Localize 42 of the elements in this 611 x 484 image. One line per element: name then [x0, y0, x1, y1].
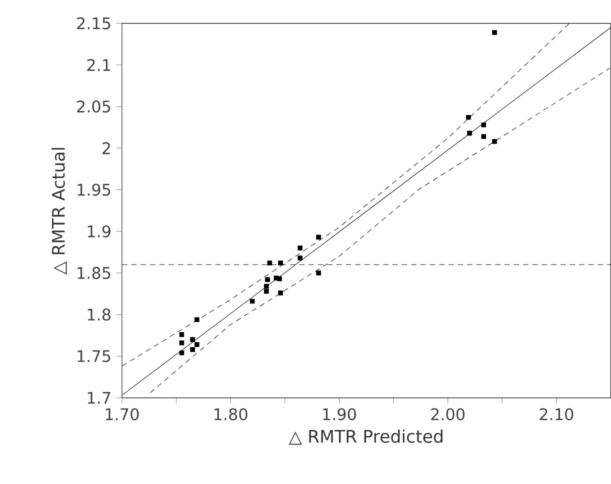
- point: [466, 115, 471, 120]
- x-axis-title: △ RMTR Predicted: [288, 430, 442, 445]
- y-tick-label: 1.7: [88, 392, 110, 404]
- point: [194, 342, 200, 348]
- y-tick-label: 2: [102, 142, 110, 154]
- point: [298, 256, 302, 261]
- point: [278, 290, 283, 296]
- point: [265, 277, 270, 282]
- point: [467, 130, 472, 136]
- point: [267, 260, 272, 266]
- point: [190, 347, 195, 352]
- point: [316, 270, 321, 276]
- point: [492, 30, 497, 35]
- point: [179, 340, 184, 346]
- point: [481, 134, 486, 140]
- x-tick-label: 2.00: [431, 408, 465, 420]
- point: [264, 289, 269, 294]
- point: [277, 276, 282, 282]
- y-tick-label: 1.75: [78, 350, 110, 362]
- y-tick-label: 2.15: [77, 17, 110, 30]
- y-tick-label: 1.9: [88, 225, 110, 238]
- x-tick-label: 1.80: [214, 408, 248, 420]
- y-tick-label: 2.05: [77, 100, 110, 113]
- y-tick-label: 1.8: [88, 308, 110, 321]
- x-tick-label: 1.90: [323, 408, 356, 420]
- point: [190, 337, 195, 342]
- y-axis-title: △ RMTR Actual: [51, 148, 67, 275]
- x-tick-label: 2.10: [540, 408, 574, 420]
- point: [316, 234, 321, 240]
- point: [481, 122, 486, 128]
- point: [492, 139, 497, 144]
- point: [179, 350, 184, 356]
- x-tick-label: 1.70: [106, 408, 139, 420]
- y-tick-label: 2.1: [87, 59, 110, 71]
- y-tick-label: 1.95: [78, 184, 110, 196]
- point: [179, 332, 184, 338]
- point: [194, 317, 200, 322]
- y-tick-label: 1.85: [78, 267, 110, 280]
- point: [250, 298, 255, 304]
- point: [278, 260, 283, 266]
- point: [264, 284, 269, 289]
- point: [298, 246, 302, 251]
